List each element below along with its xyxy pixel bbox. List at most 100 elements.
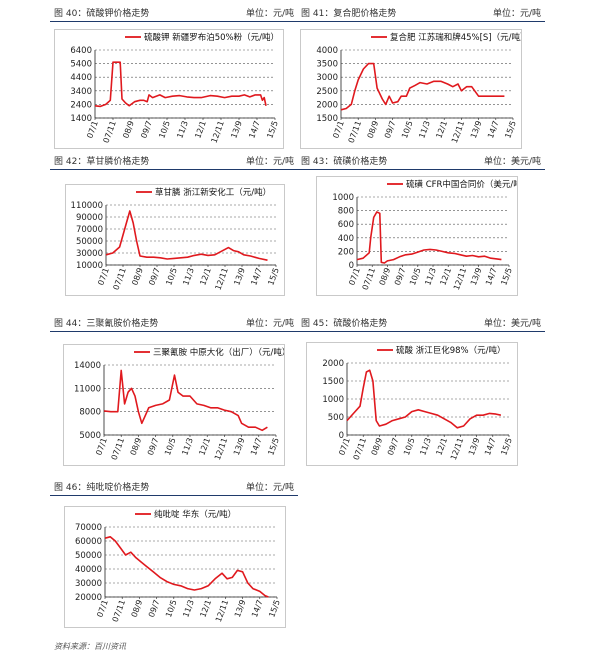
unit-label: 单位：元/吨 xyxy=(245,319,294,329)
series-line xyxy=(346,369,502,429)
x-tick-label: 14/7 xyxy=(483,437,498,457)
x-tick-label: 12/1 xyxy=(434,437,449,457)
unit-label: 单位：美元/吨 xyxy=(483,157,541,167)
chart-41: 1500 2000 2500 3000 3500 4000 07/1 07/11 08/9 09/… xyxy=(300,29,522,149)
panel-43-header: 图 43：硫磺价格走势 单位：美元/吨 xyxy=(297,156,545,170)
y-tick-label: 2500 xyxy=(316,87,338,97)
chart-40: 1400 2400 3400 4400 5400 6400 07/1 07/11 08/9 09/… xyxy=(54,29,284,149)
panel-45-header: 图 45：硫酸价格走势 单位：美元/吨 xyxy=(297,318,545,332)
x-tick-label: 10/5 xyxy=(400,120,415,140)
x-tick-label: 15/5 xyxy=(266,267,281,287)
x-tick-label: 07/11 xyxy=(110,437,126,462)
y-tick-label: 20000 xyxy=(75,593,102,603)
x-tick-label: 10/5 xyxy=(408,267,423,287)
x-tick-label: 10/5 xyxy=(164,599,179,619)
x-tick-label: 08/9 xyxy=(130,267,145,287)
y-tick-label: 1500 xyxy=(316,114,338,124)
x-tick-label: 12/11 xyxy=(450,120,466,145)
y-tick-label: 4400 xyxy=(70,73,92,83)
y-tick-label: 1000 xyxy=(332,193,354,203)
unit-label: 单位：元/吨 xyxy=(492,9,541,19)
x-tick-label: 10/5 xyxy=(402,437,417,457)
x-tick-label: 09/7 xyxy=(146,437,161,457)
x-tick-label: 14/7 xyxy=(250,599,265,619)
chart-43: 0 200 400 600 800 1000 07/1 07/11 08/9 09/7 10/5 11… xyxy=(316,176,518,296)
x-tick-label: 07/11 xyxy=(352,437,368,462)
y-tick-label: 50000 xyxy=(76,237,103,247)
unit-label: 单位：美元/吨 xyxy=(483,319,541,329)
x-tick-label: 11/3 xyxy=(175,120,190,140)
x-tick-label: 15/5 xyxy=(499,267,514,287)
unit-label: 单位：元/吨 xyxy=(245,9,294,19)
y-tick-label: 800 xyxy=(338,207,354,217)
x-tick-label: 14/7 xyxy=(486,120,501,140)
y-tick-label: 2000 xyxy=(316,100,338,110)
x-tick-label: 07/11 xyxy=(112,267,128,292)
source-note: 资料来源：百川资讯 xyxy=(54,642,126,651)
panel-40-header: 图 40：硫酸钾价格走势 单位：元/吨 xyxy=(50,8,298,22)
x-tick-label: 10/5 xyxy=(164,267,179,287)
series-line xyxy=(104,536,269,598)
legend-label: 三聚氰胺 中原大化（出厂）（元/吨） xyxy=(153,347,284,358)
panel-44-header: 图 44：三聚氰胺价格走势 单位：元/吨 xyxy=(50,318,298,332)
x-tick-label: 15/5 xyxy=(267,599,282,619)
y-tick-label: 400 xyxy=(338,234,354,244)
x-tick-label: 15/5 xyxy=(266,437,281,457)
figure-label: 图 40：硫酸钾价格走势 xyxy=(54,9,150,19)
panel-41-header: 图 41：复合肥价格走势 单位：元/吨 xyxy=(297,8,545,22)
x-tick-label: 11/3 xyxy=(181,599,196,619)
x-tick-label: 12/11 xyxy=(214,599,230,624)
x-tick-label: 11/3 xyxy=(180,437,195,457)
y-tick-label: 500 xyxy=(328,413,344,423)
figure-label: 图 44：三聚氰胺价格走势 xyxy=(54,319,159,329)
x-tick-label: 09/7 xyxy=(139,120,154,140)
x-tick-label: 13/9 xyxy=(229,120,244,140)
y-tick-label: 30000 xyxy=(76,249,103,259)
legend-label: 复合肥 江苏瑞和牌45%[S]（元/吨） xyxy=(390,32,521,43)
figure-label: 图 43：硫磺价格走势 xyxy=(301,157,388,167)
legend-label: 纯吡啶 华东（元/吨） xyxy=(154,509,236,520)
x-tick-label: 09/7 xyxy=(386,437,401,457)
y-tick-label: 5400 xyxy=(70,60,92,70)
y-tick-label: 4000 xyxy=(316,46,338,56)
x-tick-label: 11/3 xyxy=(418,437,433,457)
chart-46: 20000 30000 40000 50000 60000 70000 07/1 07/11 0… xyxy=(64,506,286,628)
figure-label: 图 45：硫酸价格走势 xyxy=(301,319,388,329)
x-tick-label: 08/9 xyxy=(370,437,385,457)
x-tick-label: 09/7 xyxy=(147,599,162,619)
series-line xyxy=(105,210,268,261)
x-tick-label: 11/3 xyxy=(423,267,438,287)
x-tick-label: 12/1 xyxy=(434,120,449,140)
y-tick-label: 200 xyxy=(338,247,354,257)
x-tick-label: 15/5 xyxy=(499,437,514,457)
x-tick-label: 09/7 xyxy=(393,267,408,287)
chart-42: 10000 30000 50000 70000 90000 110000 07/1 07/11… xyxy=(65,184,285,296)
x-tick-label: 13/9 xyxy=(469,120,484,140)
x-tick-label: 13/9 xyxy=(469,267,484,287)
x-tick-label: 13/9 xyxy=(232,267,247,287)
chart-45: 0 500 1000 1500 2000 07/1 07/11 08/9 09/7 10/5 11/… xyxy=(306,342,518,466)
x-tick-label: 12/1 xyxy=(198,267,213,287)
x-tick-label: 08/9 xyxy=(121,120,136,140)
y-tick-label: 10000 xyxy=(76,261,103,271)
y-tick-label: 3400 xyxy=(70,87,92,97)
y-tick-label: 2400 xyxy=(70,100,92,110)
legend-label: 硫酸钾 新疆罗布泊50%粉（元/吨） xyxy=(144,32,279,43)
x-tick-label: 09/7 xyxy=(383,120,398,140)
legend-label: 硫酸 浙江巨化98%（元/吨） xyxy=(396,345,505,356)
x-tick-label: 14/7 xyxy=(484,267,499,287)
x-tick-label: 10/5 xyxy=(157,120,172,140)
x-tick-label: 12/1 xyxy=(197,437,212,457)
x-tick-label: 15/5 xyxy=(265,120,280,140)
x-tick-label: 12/11 xyxy=(210,120,226,145)
y-tick-label: 3000 xyxy=(316,73,338,83)
x-tick-label: 08/9 xyxy=(366,120,381,140)
y-tick-label: 40000 xyxy=(75,565,102,575)
y-tick-label: 2000 xyxy=(322,359,344,369)
y-tick-label: 1400 xyxy=(70,114,92,124)
y-tick-label: 5000 xyxy=(79,431,101,441)
